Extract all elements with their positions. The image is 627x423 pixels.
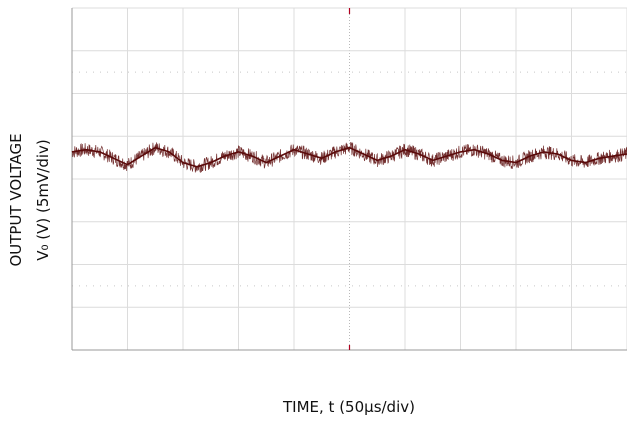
chart-grid xyxy=(71,7,627,351)
output-voltage-noise-band xyxy=(71,142,627,173)
x-axis-label: TIME, t (50µs/div) xyxy=(282,398,415,416)
y-axis-label-line1: OUTPUT VOLTAGE xyxy=(7,133,25,266)
y-axis-label-line2: V₀ (V) (5mV/div) xyxy=(34,139,52,261)
